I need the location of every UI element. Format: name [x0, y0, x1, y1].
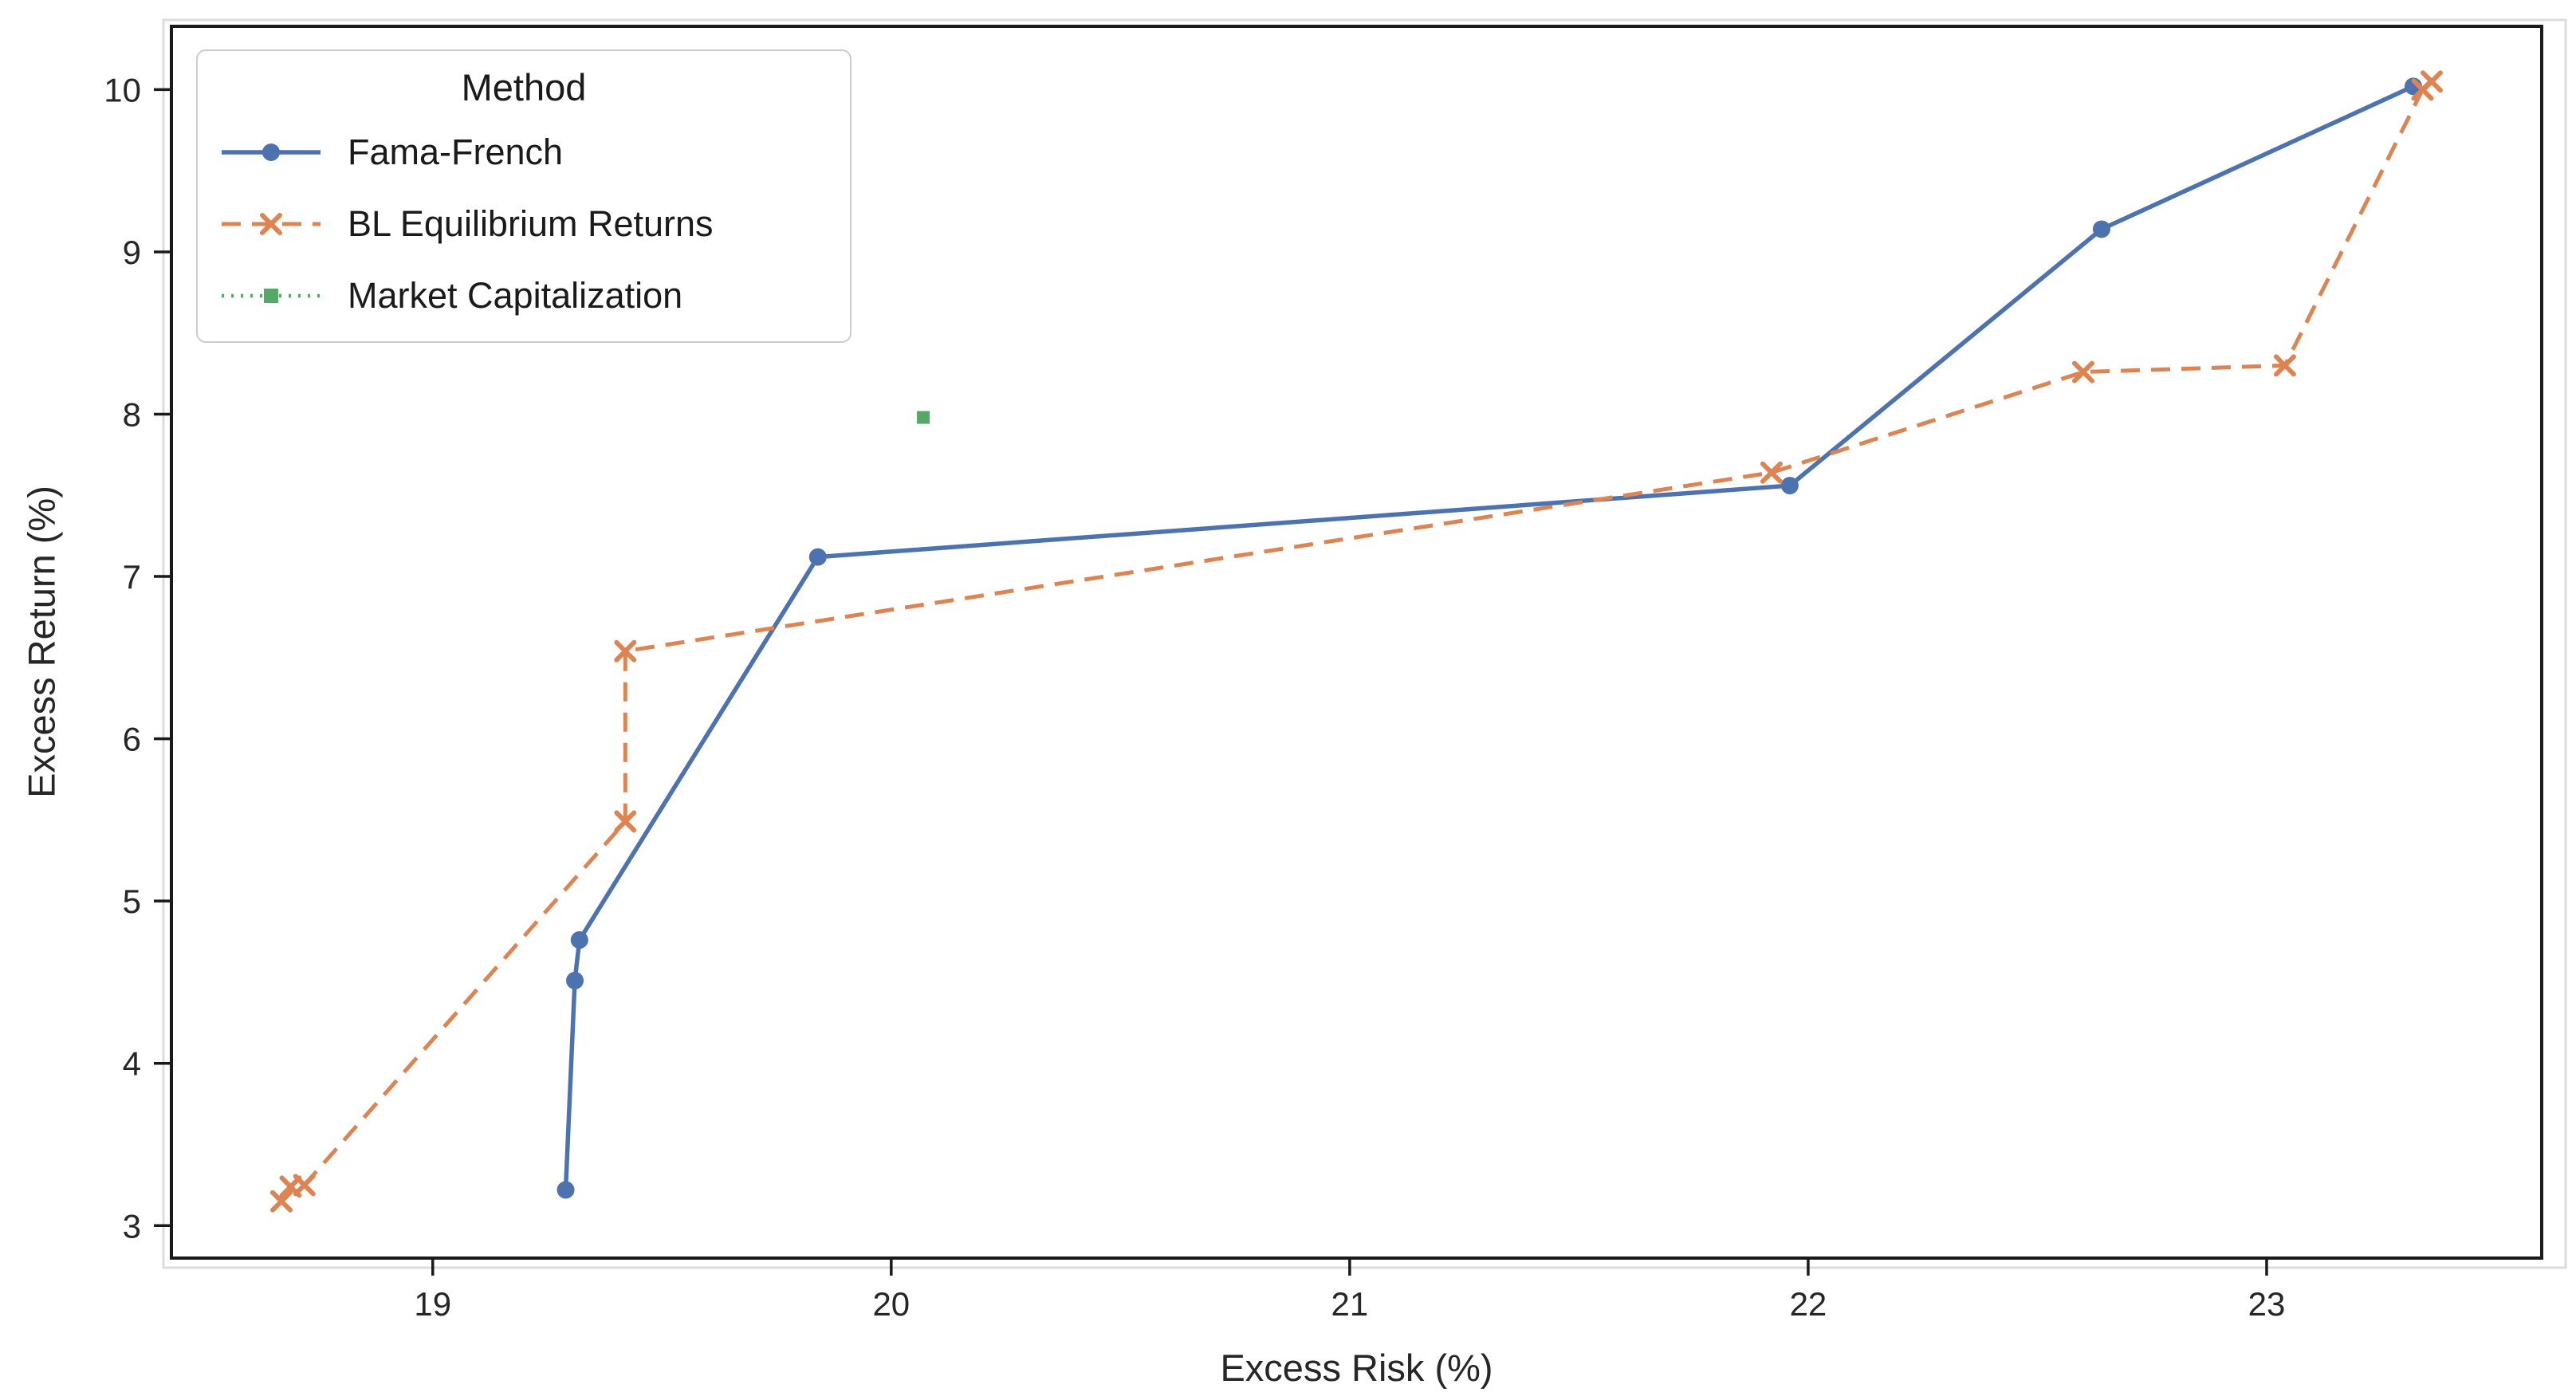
y-tick-label: 4: [123, 1045, 141, 1083]
legend-item-label: Market Capitalization: [348, 275, 683, 316]
data-point: [279, 1175, 302, 1198]
legend-item-fama-french: Fama-French: [218, 116, 829, 188]
legend: Method Fama-French BL Equilibrium Return…: [196, 49, 851, 343]
series-line-bl-equilibrium-returns: [279, 80, 2433, 1203]
x-tick-label: 20: [872, 1285, 910, 1323]
y-tick-label: 10: [104, 71, 141, 108]
market-cap-line-icon: [222, 289, 321, 303]
legend-marker-sample: [262, 144, 280, 161]
data-point: [566, 971, 584, 989]
data-point: [2420, 70, 2443, 93]
legend-marker-sample: [264, 289, 278, 303]
x-tick-label: 21: [1331, 1285, 1369, 1323]
bl-equilibrium-line-icon: [222, 213, 321, 235]
x-tick-label: 19: [414, 1285, 451, 1323]
legend-item-label: Fama-French: [348, 132, 564, 172]
data-point: [2092, 220, 2110, 238]
data-point: [614, 639, 637, 663]
y-tick-label: 6: [123, 721, 141, 758]
data-point: [1780, 477, 1799, 495]
figure-frame: [162, 18, 2567, 1269]
data-point: [270, 1190, 293, 1213]
legend-item-label: BL Equilibrium Returns: [348, 203, 714, 244]
data-point: [2071, 360, 2094, 383]
x-tick-label: 23: [2248, 1285, 2286, 1323]
data-point: [808, 548, 827, 566]
y-tick-label: 8: [123, 396, 141, 434]
data-point: [556, 1181, 575, 1199]
y-tick-label: 7: [123, 558, 141, 596]
axes-spines: [170, 25, 2543, 1260]
y-axis-label: Excess Return (%): [20, 486, 63, 798]
fama-french-line-icon: [222, 144, 321, 161]
legend-item-bl-equilibrium-returns: BL Equilibrium Returns: [218, 188, 829, 260]
y-tick-label: 9: [123, 234, 141, 271]
data-point: [293, 1174, 316, 1197]
data-point: [614, 810, 637, 833]
data-point: [1760, 461, 1783, 484]
y-tick-label: 3: [123, 1207, 141, 1245]
legend-title: Method: [461, 66, 587, 108]
y-tick-label: 5: [123, 883, 141, 920]
legend-item-market-capitalization: Market Capitalization: [218, 260, 829, 332]
legend-marker-sample: [260, 213, 282, 235]
x-tick-label: 22: [1790, 1285, 1827, 1323]
data-point: [570, 931, 588, 950]
x-axis-label: Excess Risk (%): [1220, 1347, 1493, 1389]
data-point: [917, 411, 930, 424]
data-point: [2273, 354, 2296, 377]
